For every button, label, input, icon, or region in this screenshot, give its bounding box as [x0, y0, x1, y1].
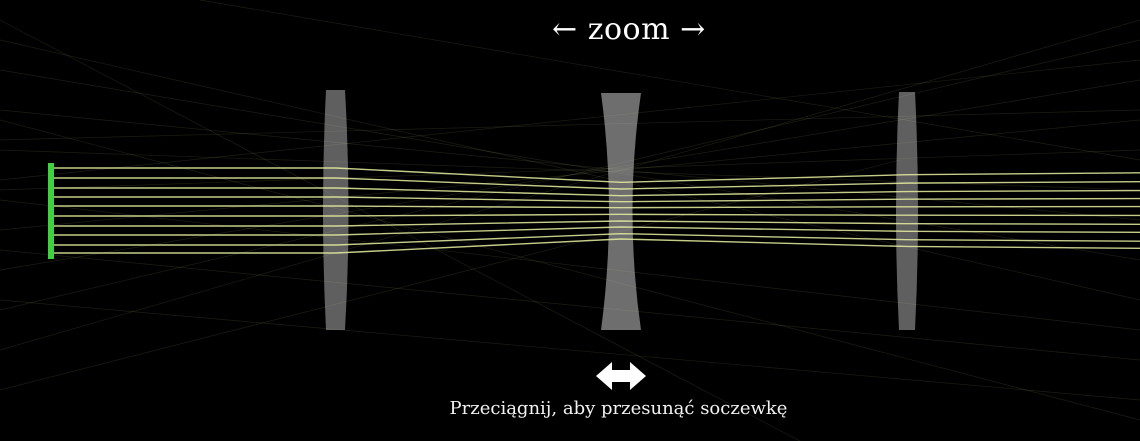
- stray-ray: [0, 19, 1140, 351]
- stray-ray: [0, 19, 801, 441]
- stray-ray: [0, 109, 1140, 141]
- stray-ray: [0, 199, 1140, 331]
- zoom-text: zoom: [587, 12, 671, 47]
- stray-ray: [0, 159, 901, 391]
- light-ray: [54, 220, 1140, 227]
- stray-ray: [0, 119, 1140, 421]
- stray-ray: [0, 149, 1140, 191]
- drag-hint: Przeciągnij, aby przesunąć soczewkę: [449, 398, 788, 419]
- light-ray: [54, 213, 1140, 217]
- convex-lens-rear[interactable]: [896, 92, 918, 330]
- concave-lens-middle[interactable]: [601, 93, 641, 330]
- light-ray: [54, 167, 1140, 184]
- left-arrow-icon: ←: [552, 12, 578, 47]
- light-ray: [54, 196, 1140, 203]
- stray-ray: [0, 69, 1140, 261]
- light-ray: [54, 232, 1140, 246]
- light-ray: [54, 226, 1140, 236]
- light-ray: [54, 238, 1140, 254]
- light-rays: [54, 167, 1140, 254]
- stray-ray: [0, 299, 1140, 401]
- stray-ray: [0, 59, 1140, 181]
- zoom-label: ← zoom →: [552, 12, 706, 47]
- image-sensor: [48, 163, 54, 259]
- stray-ray: [199, 0, 1140, 161]
- convex-lens-front[interactable]: [323, 90, 349, 330]
- light-ray: [54, 205, 1140, 209]
- stray-ray: [0, 79, 1140, 271]
- stray-ray: [0, 249, 1140, 361]
- light-ray: [54, 177, 1140, 190]
- stray-ray: [0, 119, 1140, 231]
- stray-ray: [0, 109, 1140, 221]
- right-arrow-icon: →: [680, 12, 706, 47]
- light-ray: [54, 187, 1140, 197]
- stray-ray: [0, 39, 1140, 301]
- drag-double-arrow-icon[interactable]: [594, 359, 648, 393]
- stray-ray: [0, 39, 1140, 311]
